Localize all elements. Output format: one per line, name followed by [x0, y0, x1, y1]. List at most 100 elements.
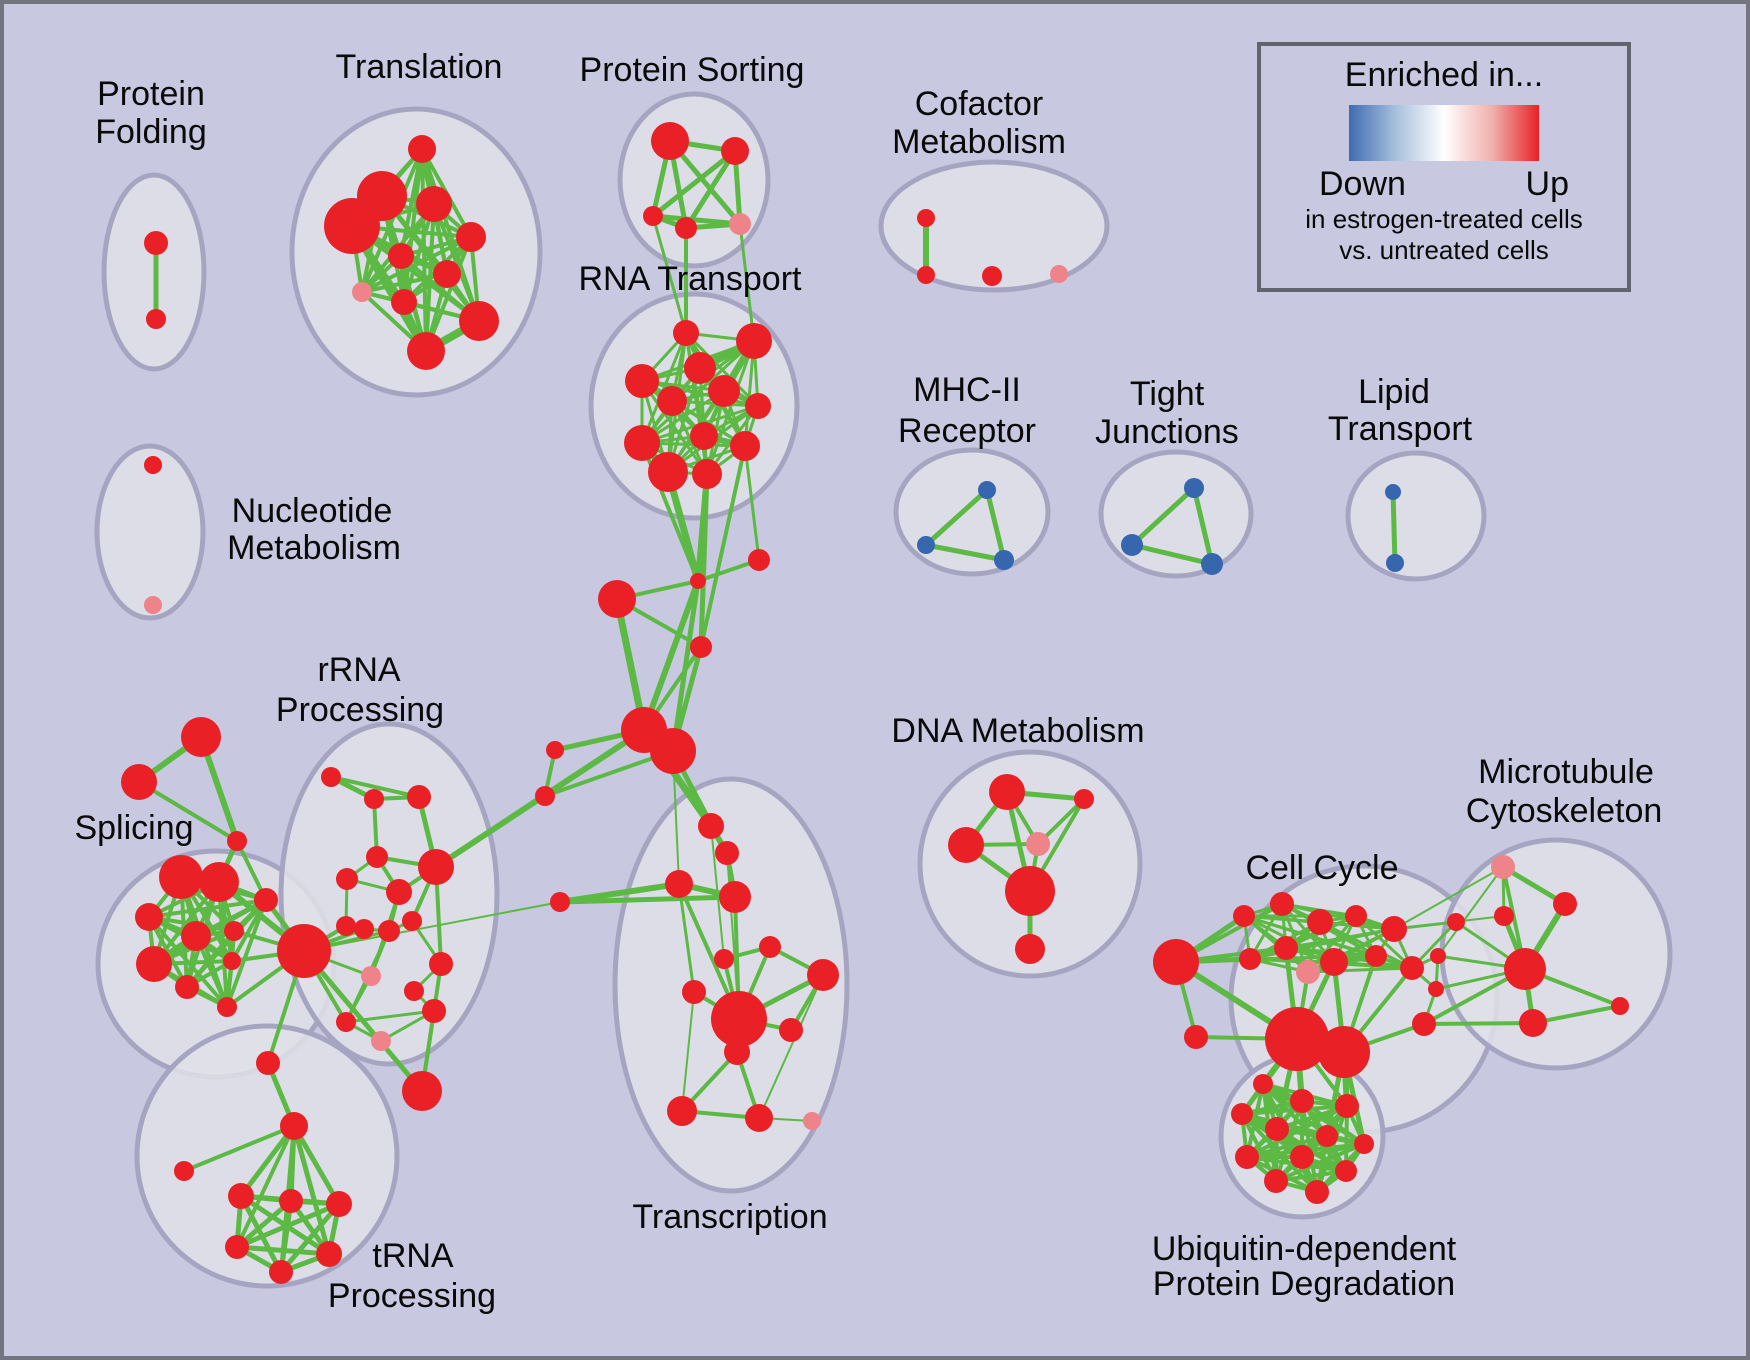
gene-set-node-rr7[interactable] — [418, 849, 454, 885]
gene-set-node-rt12[interactable] — [692, 459, 722, 489]
gene-set-node-rt3[interactable] — [684, 352, 716, 384]
gene-set-node-cc4[interactable] — [1345, 905, 1367, 927]
gene-set-node-ub7[interactable] — [1354, 1134, 1374, 1154]
gene-set-node-cc12[interactable] — [1447, 913, 1465, 931]
gene-set-node-rr17[interactable] — [429, 952, 453, 976]
gene-set-node-dn4[interactable] — [1026, 832, 1050, 856]
gene-set-node-m5[interactable] — [1519, 1009, 1547, 1037]
gene-set-node-tj2[interactable] — [1121, 534, 1143, 556]
gene-set-node-t5[interactable] — [550, 892, 570, 912]
gene-set-node-t1[interactable] — [698, 813, 724, 839]
gene-set-node-lp2[interactable] — [1386, 554, 1404, 572]
gene-set-node-cc3[interactable] — [1307, 909, 1333, 935]
gene-set-node-tr9[interactable] — [391, 289, 417, 315]
gene-set-node-cf4[interactable] — [1050, 265, 1068, 283]
gene-set-node-tr4[interactable] — [324, 198, 380, 254]
gene-set-node-cc11[interactable] — [1296, 960, 1320, 984]
gene-set-node-tr8[interactable] — [352, 282, 372, 302]
gene-set-node-m4[interactable] — [1504, 948, 1546, 990]
gene-set-node-m9[interactable] — [1412, 1012, 1436, 1036]
gene-set-node-rr10[interactable] — [378, 920, 400, 942]
gene-set-node-ps4[interactable] — [675, 217, 697, 239]
gene-set-node-st1[interactable] — [181, 717, 221, 757]
gene-set-node-ch2[interactable] — [690, 573, 706, 589]
gene-set-node-sp2[interactable] — [199, 862, 239, 902]
gene-set-node-ub11[interactable] — [1264, 1169, 1288, 1193]
gene-set-node-g2[interactable] — [535, 786, 555, 806]
gene-set-node-rr1[interactable] — [321, 767, 341, 787]
gene-set-node-ur3[interactable] — [326, 1191, 352, 1217]
gene-set-node-ps2[interactable] — [721, 137, 749, 165]
gene-set-node-rt4[interactable] — [625, 364, 659, 398]
gene-set-node-ch4[interactable] — [690, 636, 712, 658]
gene-set-node-tr1[interactable] — [408, 135, 436, 163]
gene-set-node-rt5[interactable] — [708, 375, 740, 407]
gene-set-node-mh1[interactable] — [978, 481, 996, 499]
gene-set-node-t7[interactable] — [759, 936, 781, 958]
gene-set-node-rr4[interactable] — [366, 846, 388, 868]
gene-set-node-ch3[interactable] — [748, 549, 770, 571]
gene-set-node-rr13[interactable] — [336, 1012, 356, 1032]
gene-set-node-rt8[interactable] — [690, 422, 718, 450]
gene-set-node-tr10[interactable] — [459, 301, 499, 341]
gene-set-node-t9[interactable] — [682, 980, 706, 1004]
gene-set-node-rr15[interactable] — [404, 981, 424, 1001]
gene-set-node-ccb1[interactable] — [1265, 1007, 1329, 1071]
gene-set-node-rt1[interactable] — [673, 320, 699, 346]
gene-set-node-sp5[interactable] — [224, 921, 244, 941]
gene-set-node-ur2[interactable] — [279, 1189, 303, 1213]
gene-set-node-ps5[interactable] — [729, 213, 751, 235]
gene-set-node-m7[interactable] — [1430, 948, 1446, 964]
gene-set-node-ur1[interactable] — [228, 1183, 254, 1209]
gene-set-node-rr18[interactable] — [402, 1071, 442, 1111]
gene-set-node-t4[interactable] — [719, 881, 751, 913]
gene-set-node-t15[interactable] — [803, 1112, 821, 1130]
gene-set-node-ur5[interactable] — [316, 1241, 342, 1267]
gene-set-node-sp3[interactable] — [135, 903, 163, 931]
gene-set-node-rr9[interactable] — [354, 919, 374, 939]
gene-set-node-t11[interactable] — [779, 1018, 803, 1042]
gene-set-node-rr8[interactable] — [336, 916, 356, 936]
gene-set-node-tr11[interactable] — [407, 332, 445, 370]
gene-set-node-ur4[interactable] — [225, 1235, 249, 1259]
gene-set-node-u0[interactable] — [280, 1112, 308, 1140]
gene-set-node-mh2[interactable] — [917, 536, 935, 554]
gene-set-node-t10[interactable] — [711, 991, 767, 1047]
gene-set-node-t13[interactable] — [667, 1096, 697, 1126]
gene-set-node-rr11[interactable] — [402, 911, 422, 931]
gene-set-node-ccb2[interactable] — [1318, 1026, 1370, 1078]
gene-set-node-cc2[interactable] — [1270, 892, 1294, 916]
gene-set-node-rt9[interactable] — [624, 425, 660, 461]
gene-set-node-iso[interactable] — [1184, 1025, 1208, 1049]
gene-set-node-ub6[interactable] — [1316, 1125, 1338, 1147]
gene-set-node-tr5[interactable] — [456, 222, 486, 252]
gene-set-node-sp10[interactable] — [254, 888, 278, 912]
gene-set-node-tr3[interactable] — [416, 186, 452, 222]
gene-set-node-nm1[interactable] — [144, 456, 162, 474]
gene-set-node-pf1[interactable] — [144, 231, 168, 255]
gene-set-node-cc9[interactable] — [1365, 945, 1387, 967]
gene-set-node-dn6[interactable] — [1015, 934, 1045, 964]
gene-set-node-tj3[interactable] — [1201, 553, 1223, 575]
gene-set-node-tj1[interactable] — [1184, 478, 1204, 498]
gene-set-node-cf2[interactable] — [917, 266, 935, 284]
gene-set-node-g1[interactable] — [546, 741, 564, 759]
gene-set-node-nm2[interactable] — [144, 596, 162, 614]
gene-set-node-cf1[interactable] — [917, 209, 935, 227]
gene-set-node-rr14[interactable] — [371, 1031, 391, 1051]
gene-set-node-ub1[interactable] — [1253, 1074, 1273, 1094]
gene-set-node-ub12[interactable] — [1305, 1180, 1329, 1204]
gene-set-node-ub2[interactable] — [1290, 1089, 1314, 1113]
gene-set-node-t8[interactable] — [807, 959, 839, 991]
gene-set-node-ub4[interactable] — [1231, 1103, 1253, 1125]
gene-set-node-lp1[interactable] — [1385, 484, 1401, 500]
gene-set-node-hub1[interactable] — [277, 924, 331, 978]
gene-set-node-m3[interactable] — [1494, 906, 1514, 926]
gene-set-node-pf2[interactable] — [146, 309, 166, 329]
gene-set-node-sp9[interactable] — [217, 997, 237, 1017]
gene-set-node-rr16[interactable] — [422, 999, 446, 1023]
gene-set-node-sp4[interactable] — [181, 921, 211, 951]
gene-set-node-m2[interactable] — [1553, 892, 1577, 916]
gene-set-node-rt11[interactable] — [648, 452, 688, 492]
gene-set-node-sp8[interactable] — [223, 952, 241, 970]
